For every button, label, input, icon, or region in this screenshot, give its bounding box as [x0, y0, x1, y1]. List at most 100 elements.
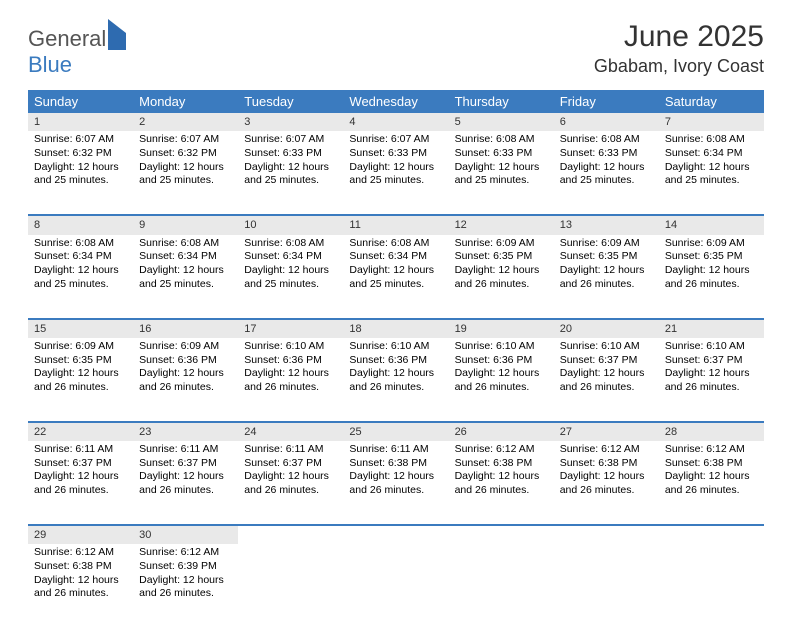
day-number-cell: 17 [238, 319, 343, 338]
sunrise-label: Sunrise: 6:09 AM [139, 340, 232, 354]
daylight1-label: Daylight: 12 hours [244, 161, 337, 175]
day-number-cell: 19 [449, 319, 554, 338]
logo-word-general: General [28, 26, 106, 51]
daylight1-label: Daylight: 12 hours [34, 574, 127, 588]
day-body-cell: Sunrise: 6:08 AMSunset: 6:34 PMDaylight:… [238, 235, 343, 319]
day-number-cell: 7 [659, 113, 764, 131]
day-body-cell: Sunrise: 6:09 AMSunset: 6:35 PMDaylight:… [554, 235, 659, 319]
daylight1-label: Daylight: 12 hours [139, 470, 232, 484]
daylight2-label: and 26 minutes. [560, 484, 653, 498]
sunset-label: Sunset: 6:32 PM [34, 147, 127, 161]
day-number-cell: 11 [343, 215, 448, 234]
daylight1-label: Daylight: 12 hours [665, 470, 758, 484]
sunrise-label: Sunrise: 6:12 AM [139, 546, 232, 560]
day-number-cell: 13 [554, 215, 659, 234]
sunset-label: Sunset: 6:33 PM [455, 147, 548, 161]
sunset-label: Sunset: 6:38 PM [34, 560, 127, 574]
day-body-cell: Sunrise: 6:11 AMSunset: 6:38 PMDaylight:… [343, 441, 448, 525]
daylight2-label: and 26 minutes. [34, 484, 127, 498]
daylight1-label: Daylight: 12 hours [34, 161, 127, 175]
day-details: Sunrise: 6:07 AMSunset: 6:33 PMDaylight:… [343, 131, 448, 194]
daylight2-label: and 26 minutes. [560, 278, 653, 292]
day-body-cell: Sunrise: 6:08 AMSunset: 6:34 PMDaylight:… [659, 131, 764, 215]
day-body-cell: Sunrise: 6:08 AMSunset: 6:33 PMDaylight:… [554, 131, 659, 215]
daylight1-label: Daylight: 12 hours [349, 264, 442, 278]
header: General Blue June 2025 Gbabam, Ivory Coa… [28, 20, 764, 78]
month-title: June 2025 [594, 20, 764, 54]
daylight2-label: and 26 minutes. [34, 587, 127, 601]
day-details: Sunrise: 6:11 AMSunset: 6:37 PMDaylight:… [238, 441, 343, 504]
day-number-cell [238, 525, 343, 544]
daylight2-label: and 25 minutes. [139, 278, 232, 292]
sunset-label: Sunset: 6:36 PM [244, 354, 337, 368]
daylight2-label: and 25 minutes. [244, 278, 337, 292]
daylight1-label: Daylight: 12 hours [34, 470, 127, 484]
day-details: Sunrise: 6:10 AMSunset: 6:37 PMDaylight:… [554, 338, 659, 401]
daylight1-label: Daylight: 12 hours [455, 264, 548, 278]
sunset-label: Sunset: 6:33 PM [560, 147, 653, 161]
day-details: Sunrise: 6:08 AMSunset: 6:34 PMDaylight:… [343, 235, 448, 298]
day-number-cell: 27 [554, 422, 659, 441]
day-number-cell [449, 525, 554, 544]
day-details: Sunrise: 6:12 AMSunset: 6:38 PMDaylight:… [449, 441, 554, 504]
daylight1-label: Daylight: 12 hours [349, 367, 442, 381]
day-details: Sunrise: 6:09 AMSunset: 6:35 PMDaylight:… [28, 338, 133, 401]
day-number-cell: 8 [28, 215, 133, 234]
weekday-saturday: Saturday [659, 90, 764, 113]
sunset-label: Sunset: 6:34 PM [34, 250, 127, 264]
day-body-cell [449, 544, 554, 628]
sunrise-label: Sunrise: 6:12 AM [34, 546, 127, 560]
daylight2-label: and 26 minutes. [349, 381, 442, 395]
daylight2-label: and 25 minutes. [349, 278, 442, 292]
day-body-cell [238, 544, 343, 628]
day-body-cell [554, 544, 659, 628]
day-body-cell: Sunrise: 6:07 AMSunset: 6:33 PMDaylight:… [343, 131, 448, 215]
sunrise-label: Sunrise: 6:12 AM [455, 443, 548, 457]
day-details: Sunrise: 6:09 AMSunset: 6:35 PMDaylight:… [554, 235, 659, 298]
day-details: Sunrise: 6:09 AMSunset: 6:36 PMDaylight:… [133, 338, 238, 401]
sunset-label: Sunset: 6:35 PM [455, 250, 548, 264]
day-details: Sunrise: 6:10 AMSunset: 6:36 PMDaylight:… [343, 338, 448, 401]
sunrise-label: Sunrise: 6:10 AM [665, 340, 758, 354]
sunrise-label: Sunrise: 6:07 AM [349, 133, 442, 147]
weekday-monday: Monday [133, 90, 238, 113]
day-details: Sunrise: 6:08 AMSunset: 6:34 PMDaylight:… [133, 235, 238, 298]
sunset-label: Sunset: 6:37 PM [244, 457, 337, 471]
day-body-cell: Sunrise: 6:10 AMSunset: 6:36 PMDaylight:… [449, 338, 554, 422]
daylight1-label: Daylight: 12 hours [560, 470, 653, 484]
sunrise-label: Sunrise: 6:08 AM [560, 133, 653, 147]
sunset-label: Sunset: 6:36 PM [455, 354, 548, 368]
daylight1-label: Daylight: 12 hours [139, 161, 232, 175]
daylight1-label: Daylight: 12 hours [244, 470, 337, 484]
day-number-cell: 30 [133, 525, 238, 544]
daylight2-label: and 26 minutes. [455, 484, 548, 498]
sunrise-label: Sunrise: 6:08 AM [34, 237, 127, 251]
sunrise-label: Sunrise: 6:07 AM [139, 133, 232, 147]
daylight2-label: and 26 minutes. [349, 484, 442, 498]
day-details: Sunrise: 6:07 AMSunset: 6:33 PMDaylight:… [238, 131, 343, 194]
sunrise-label: Sunrise: 6:09 AM [560, 237, 653, 251]
sunset-label: Sunset: 6:33 PM [244, 147, 337, 161]
daylight1-label: Daylight: 12 hours [455, 367, 548, 381]
day-body-cell [659, 544, 764, 628]
day-body-cell: Sunrise: 6:12 AMSunset: 6:38 PMDaylight:… [659, 441, 764, 525]
daylight1-label: Daylight: 12 hours [139, 367, 232, 381]
weekday-friday: Friday [554, 90, 659, 113]
day-details: Sunrise: 6:10 AMSunset: 6:36 PMDaylight:… [449, 338, 554, 401]
day-number-cell [554, 525, 659, 544]
weekday-thursday: Thursday [449, 90, 554, 113]
calendar-table: Sunday Monday Tuesday Wednesday Thursday… [28, 90, 764, 628]
day-body-cell: Sunrise: 6:12 AMSunset: 6:38 PMDaylight:… [449, 441, 554, 525]
daylight1-label: Daylight: 12 hours [665, 161, 758, 175]
sunrise-label: Sunrise: 6:10 AM [349, 340, 442, 354]
daylight2-label: and 26 minutes. [665, 484, 758, 498]
sunset-label: Sunset: 6:37 PM [665, 354, 758, 368]
day-number-cell: 25 [343, 422, 448, 441]
day-details: Sunrise: 6:11 AMSunset: 6:37 PMDaylight:… [28, 441, 133, 504]
day-details: Sunrise: 6:11 AMSunset: 6:38 PMDaylight:… [343, 441, 448, 504]
logo-word-blue: Blue [28, 52, 72, 77]
day-body-cell: Sunrise: 6:12 AMSunset: 6:38 PMDaylight:… [554, 441, 659, 525]
day-number-cell: 6 [554, 113, 659, 131]
day-number-cell: 21 [659, 319, 764, 338]
day-details: Sunrise: 6:07 AMSunset: 6:32 PMDaylight:… [133, 131, 238, 194]
